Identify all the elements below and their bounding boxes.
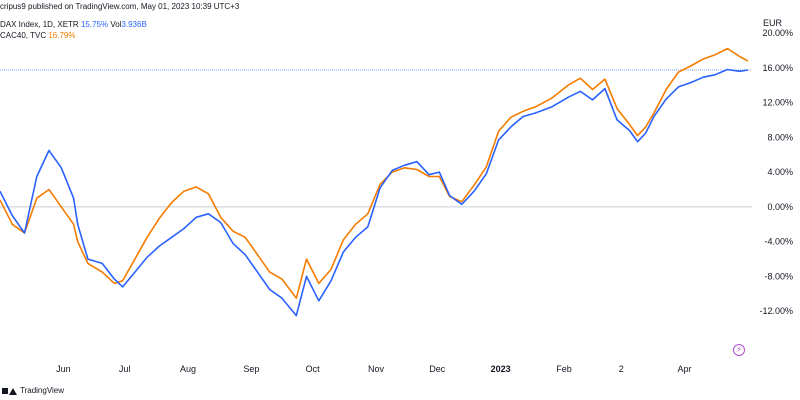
x-tick-label: Oct <box>306 364 321 374</box>
y-tick-label: 0.00% <box>767 202 793 212</box>
legend-cac-value: 16.79% <box>48 31 76 40</box>
footer-brand: TradingView <box>20 386 65 395</box>
x-tick-label: Nov <box>368 364 385 374</box>
x-tick-label: 2 <box>619 364 624 374</box>
x-tick-label: Apr <box>678 364 692 374</box>
x-tick-label: 2023 <box>491 364 511 374</box>
x-tick-label: Sep <box>243 364 259 374</box>
legend-vol-label: Vol <box>110 20 122 29</box>
y-tick-label: 4.00% <box>767 167 793 177</box>
dax-series-line <box>0 68 749 317</box>
y-tick-label: -12.00% <box>759 306 793 316</box>
y-tick-label: 16.00% <box>762 63 793 73</box>
legend-dax-name: DAX Index, 1D, XETR <box>0 20 79 29</box>
y-tick-label: 8.00% <box>767 132 793 142</box>
x-tick-label: Jul <box>119 364 131 374</box>
x-tick-label: Jun <box>56 364 71 374</box>
currency-label: EUR <box>763 18 783 28</box>
legend-dax-value: 15.75% <box>80 20 109 29</box>
x-tick-label: Feb <box>556 364 572 374</box>
tradingview-logo-icon <box>2 387 17 395</box>
y-tick-label: 20.00% <box>762 28 793 38</box>
series-group <box>0 47 749 317</box>
y-tick-label: 12.00% <box>762 98 793 108</box>
x-axis: Jun Jul Aug Sep Oct Nov Dec 2023 Feb 2 Apr <box>56 364 691 374</box>
legend-dax: DAX Index, 1D, XETR 15.75% Vol3.936B <box>0 20 147 29</box>
flash-icon[interactable]: ⚡ <box>733 344 745 356</box>
x-tick-label: Aug <box>180 364 196 374</box>
y-tick-label: -4.00% <box>764 237 793 247</box>
legend-cac-name: CAC40, TVC <box>0 31 47 40</box>
tradingview-footer[interactable]: TradingView <box>2 386 64 395</box>
x-tick-label: Dec <box>429 364 446 374</box>
legend-vol-value: 3.936B <box>121 20 147 29</box>
cac-series-line <box>0 47 749 300</box>
legend-cac: CAC40, TVC 16.79% <box>0 31 75 40</box>
publish-info: cripus9 published on TradingView.com, Ma… <box>0 2 240 11</box>
y-tick-label: -8.00% <box>764 271 793 281</box>
y-axis: 20.00% 16.00% 12.00% 8.00% 4.00% 0.00% -4.00% -… <box>759 28 793 316</box>
